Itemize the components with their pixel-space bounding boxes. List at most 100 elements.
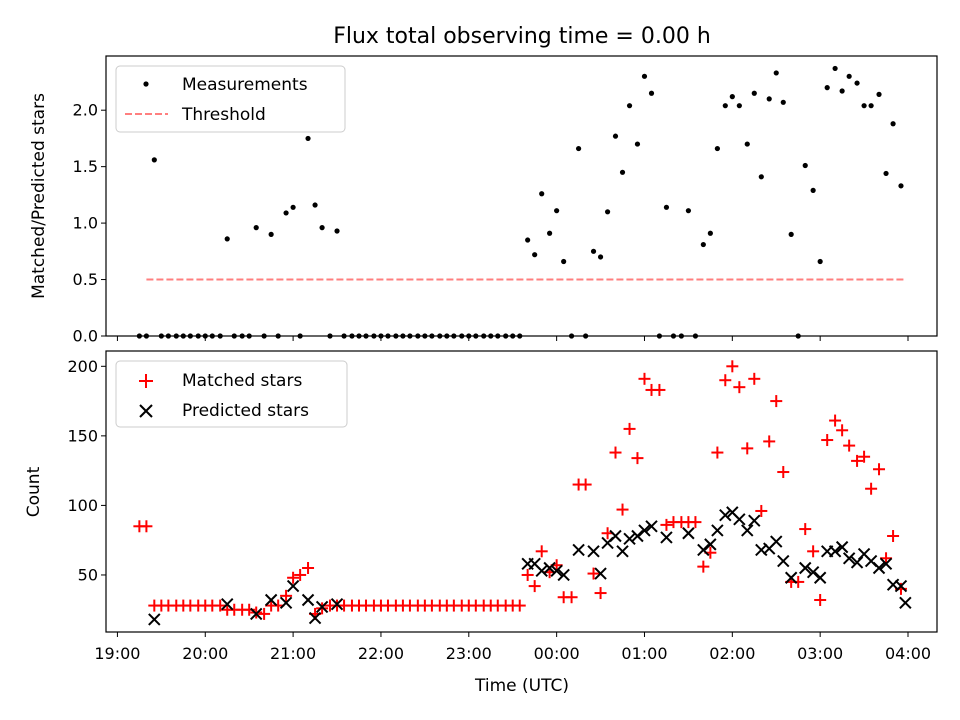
matched-star-point (616, 503, 629, 516)
predicted-star-point (572, 543, 585, 557)
measurement-point (590, 248, 597, 254)
predicted-star-point (645, 520, 658, 533)
measurement-point (575, 145, 582, 152)
predicted-star-point (806, 565, 820, 579)
bottom-axes-frame (105, 350, 938, 633)
measurement-point (305, 135, 311, 142)
measurement-point (773, 70, 779, 76)
matched-star-point (836, 424, 849, 437)
measurement-point (744, 141, 750, 147)
predicted-star-point (704, 538, 717, 551)
x-axis-label: Time (UTC) (474, 676, 569, 696)
measurement-point (554, 208, 560, 214)
matched-star-point (748, 372, 761, 385)
measurement-point (319, 225, 325, 231)
matched-star-point (858, 450, 871, 463)
x-tick-label: 00:00 (534, 644, 580, 663)
matched-star-point (587, 567, 600, 580)
top-axes-frame (105, 55, 938, 337)
matched-star-point (302, 562, 315, 575)
measurement-point (890, 121, 896, 127)
matched-star-point (521, 568, 534, 581)
top-y-tick-label: 0.0 (73, 327, 98, 346)
predicted-star-point (733, 513, 746, 526)
top-y-axis-label: Matched/Predicted stars (29, 93, 49, 299)
top-legend: Measurements Threshold (115, 65, 346, 133)
measurement-point (532, 252, 538, 258)
matched-star-point (513, 599, 526, 612)
predicted-star-point (719, 508, 732, 522)
bottom-y-axis-label: Count (24, 466, 44, 517)
predicted-star-point (835, 540, 849, 554)
predicted-star-point (148, 613, 161, 626)
measurement-point (839, 88, 845, 94)
measurement-point (597, 254, 604, 260)
matched-star-point (755, 504, 768, 517)
x-tick-label: 20:00 (182, 644, 228, 663)
matched-star-point (829, 414, 842, 427)
matched-star-point (733, 381, 746, 394)
x-tick-label: 21:00 (270, 644, 316, 663)
matched-star-point (594, 587, 607, 600)
matched-star-point (799, 523, 812, 536)
measurement-point (312, 202, 318, 208)
measurement-point (714, 145, 720, 152)
measurement-point (700, 241, 706, 248)
matched-star-point (887, 530, 900, 543)
matched-star-point (280, 589, 293, 602)
matched-star-point (214, 599, 227, 612)
measurement-point (758, 174, 764, 180)
measurement-point (290, 204, 296, 210)
measurement-point (846, 73, 852, 79)
bottom-y-tick-label: 200 (67, 357, 98, 376)
top-y-tick-label: 2.0 (73, 101, 98, 120)
measurement-point (854, 80, 860, 86)
matched-star-point (807, 545, 820, 558)
matched-star-point (711, 446, 724, 459)
predicted-star-point (535, 564, 548, 577)
measurement-point (766, 96, 772, 102)
legend-predicted-marker (139, 404, 153, 418)
predicted-star-point (697, 543, 710, 557)
measurement-point (619, 169, 626, 175)
predicted-star-point (872, 561, 886, 575)
matched-star-point (814, 594, 827, 607)
predicted-star-point (587, 545, 600, 558)
predicted-star-point (301, 593, 315, 607)
measurement-point (751, 90, 757, 96)
predicted-star-point (660, 531, 673, 544)
predicted-star-point (770, 535, 783, 548)
matched-star-point (294, 568, 307, 581)
x-tick-label: 23:00 (446, 644, 492, 663)
matched-star-point (528, 580, 541, 593)
measurement-point (817, 258, 823, 265)
bottom-y-tick-label: 150 (67, 426, 98, 445)
matched-star-point (777, 466, 790, 479)
matched-star-point (660, 518, 673, 531)
predicted-star-point (616, 545, 629, 558)
measurement-point (151, 157, 157, 163)
bottom-y-tick-label: 100 (67, 496, 98, 515)
predicted-star-point (250, 607, 263, 621)
matched-star-point (851, 454, 864, 467)
matched-star-point (631, 452, 644, 465)
matched-star-point (726, 360, 739, 373)
predicted-star-point (777, 554, 790, 568)
predicted-star-point (330, 597, 344, 611)
matched-star-point (287, 571, 300, 584)
predicted-star-point (631, 529, 644, 543)
matched-star-point (565, 591, 578, 604)
x-tick-label: 04:00 (885, 644, 931, 663)
matched-star-point (638, 372, 651, 385)
matched-star-point (623, 422, 636, 435)
predicted-star-point (286, 579, 300, 593)
matched-star-point (689, 516, 702, 529)
predicted-star-point (894, 579, 908, 593)
predicted-star-point (221, 597, 234, 611)
measurement-point (832, 65, 838, 72)
legend-threshold-label: Threshold (181, 105, 266, 125)
measurement-point (525, 237, 531, 243)
predicted-star-point (711, 524, 724, 537)
x-tick-label: 02:00 (709, 644, 755, 663)
measurement-point (824, 85, 830, 91)
